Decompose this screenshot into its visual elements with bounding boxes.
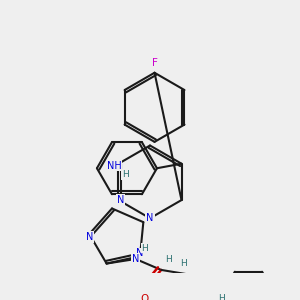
Text: H: H [165,254,172,263]
Text: H: H [218,294,224,300]
Text: N: N [85,232,93,242]
Text: H: H [141,244,148,253]
Text: H: H [122,170,129,179]
Text: N: N [136,248,144,259]
Text: N: N [117,195,124,205]
Text: H: H [181,259,187,268]
Text: O: O [141,294,149,300]
Text: F: F [152,58,158,68]
Text: N: N [132,254,140,264]
Text: N: N [146,213,154,223]
Text: NH: NH [106,160,121,170]
